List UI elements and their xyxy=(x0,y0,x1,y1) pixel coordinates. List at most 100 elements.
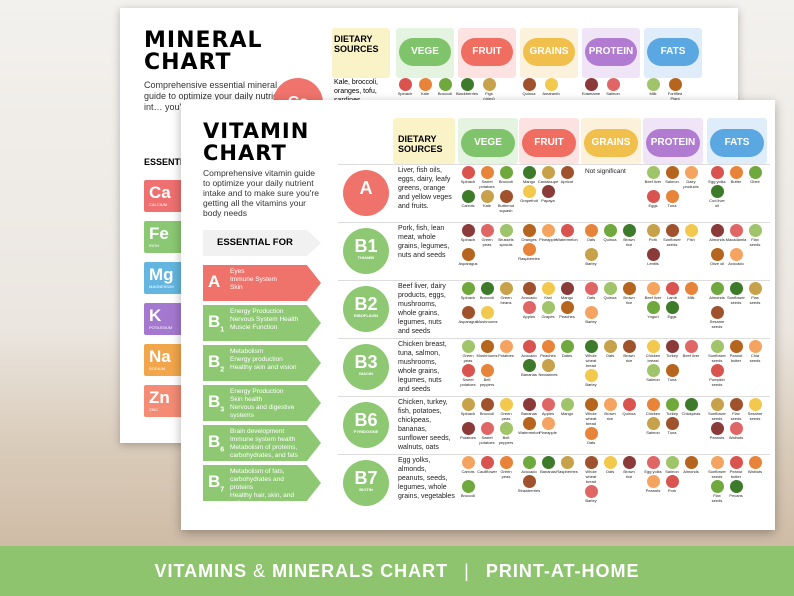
food-item: Broccoli xyxy=(459,480,477,498)
food-icon xyxy=(584,369,598,382)
food-item: Pineapple xyxy=(539,417,557,435)
food-cell-vege: Spinach Broccoli Green peas Potatoes Sweet p… xyxy=(459,398,517,448)
food-label: Quinoa xyxy=(603,237,617,242)
vitamin-dietary-sources: Liver, fish oils, eggs, dairy, leafy gre… xyxy=(398,167,452,210)
food-item: Spinach xyxy=(396,78,414,96)
vitamin-chevron-letter: B6 xyxy=(208,432,224,453)
food-item: Dairy products xyxy=(682,166,700,189)
food-item: Avocado xyxy=(520,340,538,358)
food-item: Green peas xyxy=(478,224,496,247)
food-icon xyxy=(541,166,555,179)
food-icon xyxy=(522,224,536,237)
food-item: Bananas xyxy=(539,456,557,474)
food-label: Apples xyxy=(541,411,555,416)
benefit-line: Brain development xyxy=(230,428,285,435)
food-label: Egg yolks xyxy=(644,469,662,474)
food-icon xyxy=(499,398,513,411)
food-item: Watermelon xyxy=(518,417,540,435)
food-cell-fruit: Avocado Peaches Dates Bananas Nectarines xyxy=(520,340,578,390)
food-label: Pork xyxy=(648,237,658,242)
food-label: Oats xyxy=(605,469,615,474)
food-icon xyxy=(499,224,513,237)
food-item: Tuna xyxy=(663,190,681,208)
food-label: Eggs xyxy=(667,314,677,319)
food-cell-protein: Egg yolks Salmon Almonds Peanuts Pork xyxy=(644,456,702,506)
food-label: Bell peppers xyxy=(498,435,514,445)
food-icon xyxy=(560,340,574,353)
food-item: Sweet potatoes xyxy=(459,364,477,387)
food-item: Lentils xyxy=(644,248,662,266)
food-label: Carrots xyxy=(461,203,475,208)
food-item: Flax seeds xyxy=(746,224,764,247)
food-label: Watermelon xyxy=(518,430,540,435)
benefit-line: Nervous System Health xyxy=(230,316,299,323)
mineral-column-pill: FATS xyxy=(647,38,699,66)
mineral-column-pill: GRAINS xyxy=(523,38,575,66)
vitamin-title: VITAMIN CHART xyxy=(203,119,310,165)
food-icon xyxy=(710,282,724,295)
food-icon xyxy=(748,456,762,469)
food-label: Milk xyxy=(687,295,695,300)
food-label: Peaches xyxy=(559,314,575,319)
food-label: Chia seeds xyxy=(749,353,761,363)
food-item: Macadamia xyxy=(726,224,746,247)
food-label: Green peas xyxy=(462,353,474,363)
food-item: Turkey xyxy=(663,340,681,363)
food-label: Quinoa xyxy=(603,295,617,300)
vitamin-symbol: B1 xyxy=(354,236,378,256)
food-cell-vege: Carrots Cauliflower Green peas Broccoli xyxy=(459,456,517,506)
food-icon xyxy=(646,364,660,377)
food-cell-protein: Beef liver Salmon Dairy products Eggs Tuna xyxy=(644,166,702,216)
food-item: Peanut butter xyxy=(727,456,745,479)
food-label: Lentils xyxy=(647,261,659,266)
food-label: Brussels sprouts xyxy=(498,237,514,247)
row-divider xyxy=(338,222,770,223)
vitamin-symbol: B2 xyxy=(354,294,378,314)
food-label: Chickpeas xyxy=(681,411,701,416)
food-label: Barley xyxy=(585,498,597,503)
vitamin-dietary-sources: Chicken breast, tuna, salmon, mushrooms,… xyxy=(398,341,447,393)
food-icon xyxy=(499,190,513,203)
vitamin-dietary-header: DIETARY SOURCES xyxy=(398,134,443,154)
food-item: Peaches xyxy=(539,340,557,358)
food-icon xyxy=(684,166,698,179)
food-label: Nectarines xyxy=(538,372,558,377)
food-icon xyxy=(584,224,598,237)
food-item: Spinach xyxy=(459,282,477,305)
food-item: Oats xyxy=(601,456,619,484)
food-cell-grains: Oats Quinoa Brown rice Barley xyxy=(582,282,640,332)
food-item: Pumpkin seeds xyxy=(708,364,726,387)
food-label: Kale xyxy=(482,203,491,208)
food-icon xyxy=(584,306,598,319)
food-item: Salmon xyxy=(644,417,662,435)
food-item: Raspberries xyxy=(518,243,540,261)
food-icon xyxy=(522,340,536,353)
food-icon xyxy=(710,248,724,261)
food-icon xyxy=(748,340,762,353)
food-item: Spinach xyxy=(459,398,477,421)
food-icon xyxy=(584,248,598,261)
food-label: Quinoa xyxy=(522,91,536,96)
food-label: Mushrooms xyxy=(476,353,498,358)
food-label: Brown rice xyxy=(604,411,616,421)
food-label: Mushrooms xyxy=(476,319,498,324)
food-item: Sesame seeds xyxy=(746,398,764,421)
food-label: Sweet potatoes xyxy=(460,377,476,387)
food-item: Figs (dried) xyxy=(480,78,498,101)
food-icon xyxy=(584,456,598,469)
food-item: Carrots xyxy=(459,190,477,213)
food-item: Edamame xyxy=(582,78,600,96)
food-label: Turkey xyxy=(665,353,679,358)
food-icon xyxy=(418,78,432,91)
food-item: Apricot xyxy=(558,166,576,184)
food-label: Beef liver xyxy=(682,353,700,358)
food-icon xyxy=(461,364,475,377)
food-icon xyxy=(729,340,743,353)
food-icon xyxy=(584,78,598,91)
food-item: Mushrooms xyxy=(476,306,498,324)
food-item: Carrots xyxy=(459,456,477,479)
food-icon xyxy=(541,224,555,237)
food-item: Cauliflower xyxy=(477,456,497,479)
food-icon xyxy=(710,480,724,493)
food-item: Flax seeds xyxy=(746,282,764,305)
